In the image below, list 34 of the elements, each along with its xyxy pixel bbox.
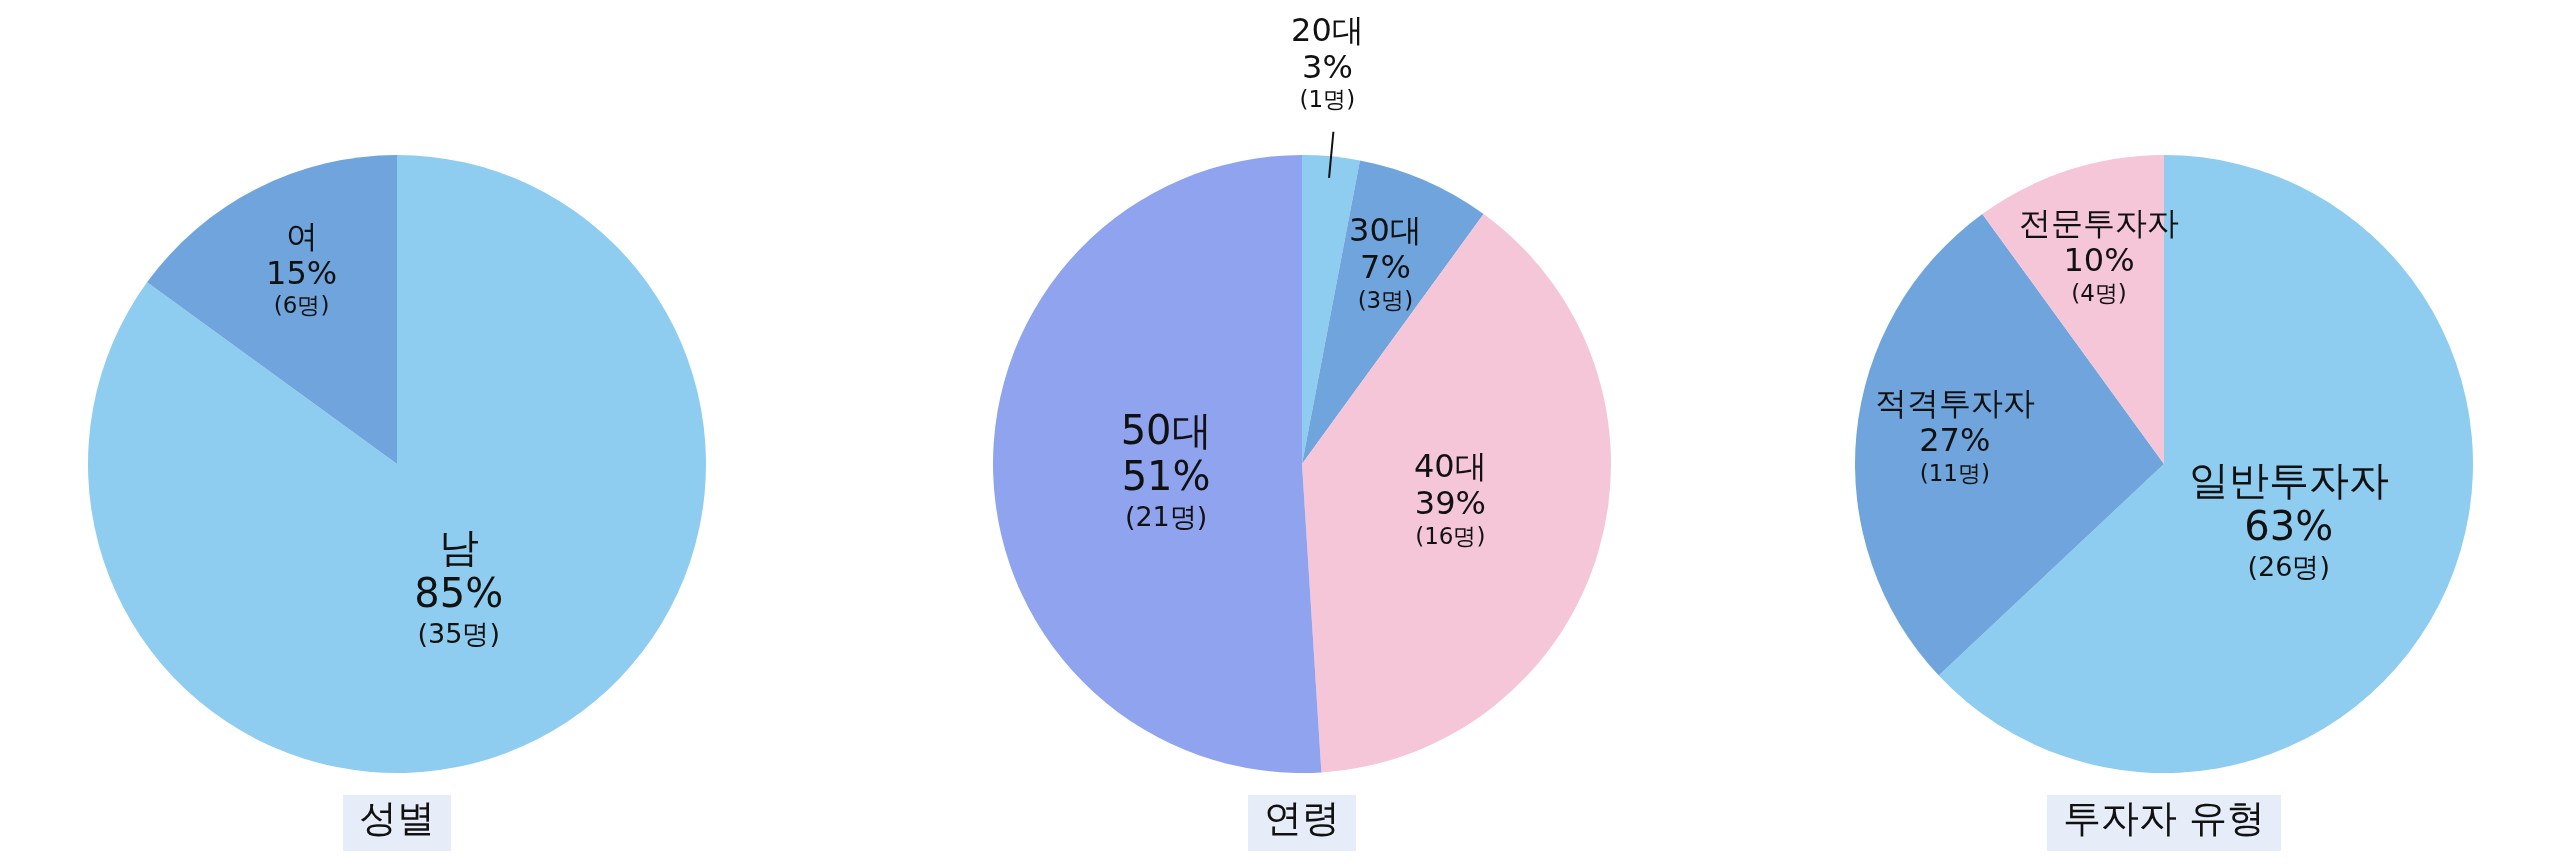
text: (11명) — [1919, 459, 1990, 486]
slice-label: 30대 — [1349, 211, 1422, 250]
data-label: 63% — [2244, 503, 2334, 549]
text: (1명) — [1299, 86, 1356, 113]
data-label: 15% — [266, 253, 338, 292]
data-label: 3% — [1302, 47, 1353, 86]
slice-label: 전문투자자 — [2019, 204, 2180, 243]
data-label: 39% — [1414, 483, 1486, 522]
text: 성별 — [359, 795, 435, 840]
data-label: 51% — [1121, 453, 1211, 500]
slice-label: 20대 — [1291, 10, 1364, 49]
text: (16명) — [1415, 522, 1486, 549]
slice-label: 50대 — [1120, 407, 1212, 454]
pie-slice — [88, 155, 706, 773]
data-label: 27% — [1919, 421, 1991, 460]
text: (21명) — [1124, 501, 1208, 533]
slice-label: 남 — [438, 524, 479, 571]
slice-label: 여 — [285, 216, 318, 255]
text: 투자자 유형 — [2062, 795, 2266, 840]
slice-label: 적격투자자 — [1874, 384, 2035, 423]
text: (26명) — [2247, 551, 2330, 582]
text: (4명) — [2071, 279, 2127, 306]
text: 연령 — [1264, 795, 1340, 840]
data-label: 7% — [1360, 247, 1411, 286]
text: (6명) — [273, 292, 330, 319]
text: (35명) — [417, 618, 500, 650]
data-label: 10% — [2063, 240, 2135, 279]
slice-label: 일반투자자 — [2188, 457, 2389, 503]
text: (3명) — [1357, 286, 1414, 313]
pie-slice — [993, 155, 1322, 773]
pie-slice — [1302, 214, 1611, 773]
data-label: 85% — [414, 570, 504, 617]
slice-label: 40대 — [1414, 447, 1487, 486]
pie-slice — [147, 155, 397, 464]
